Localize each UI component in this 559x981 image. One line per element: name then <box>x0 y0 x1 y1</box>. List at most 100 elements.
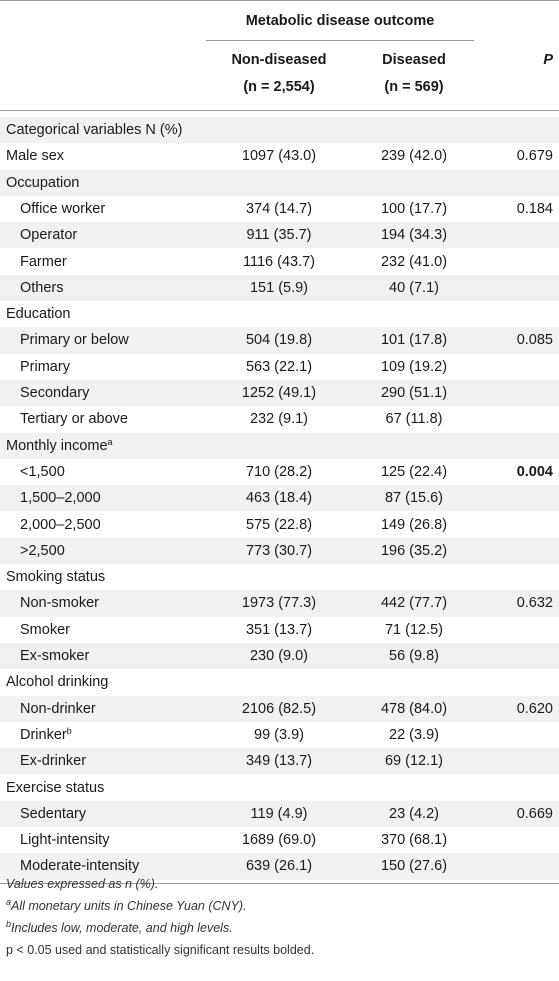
row-label: Non-drinker <box>20 700 96 717</box>
cell-diseased: 196 (35.2) <box>380 542 448 559</box>
cell-diseased: 67 (11.8) <box>385 411 443 428</box>
table-row: Sedentary 119 (4.9) 23 (4.2) 0.669 <box>0 800 559 827</box>
row-label: 2,000–2,500 <box>20 516 101 533</box>
cell-nondiseased: 1973 (77.3) <box>241 595 317 612</box>
cell-nondiseased: 1097 (43.0) <box>241 148 317 165</box>
top-rule <box>0 0 559 1</box>
cell-p-value: 0.184 <box>516 200 553 217</box>
cell-diseased: 101 (17.8) <box>380 332 448 349</box>
cell-nondiseased: 1116 (43.7) <box>242 253 315 270</box>
header-col-diseased: Diseased <box>382 52 446 68</box>
table-row: Office worker 374 (14.7) 100 (17.7) 0.184 <box>0 196 559 222</box>
table-row: Farmer 1116 (43.7) 232 (41.0) <box>0 249 559 275</box>
table-row: 1,500–2,000 463 (18.4) 87 (15.6) <box>0 485 559 512</box>
table-row: Monthly incomea <box>0 432 559 459</box>
row-label: Secondary <box>20 385 90 401</box>
row-label: Exercise status <box>6 779 105 796</box>
cell-p-value: 0.669 <box>516 805 553 822</box>
cell-nondiseased: 504 (19.8) <box>245 332 313 349</box>
group-underline <box>206 40 474 41</box>
cell-diseased: 71 (12.5) <box>384 621 444 638</box>
cell-diseased: 194 (34.3) <box>380 227 448 244</box>
cell-diseased: 239 (42.0) <box>380 148 448 165</box>
table-row: Non-drinker 2106 (82.5) 478 (84.0) 0.620 <box>0 695 559 722</box>
row-label: Farmer <box>20 253 67 270</box>
table-row: Moderate-intensity 639 (26.1) 150 (27.6) <box>0 853 559 880</box>
cell-diseased: 125 (22.4) <box>380 463 448 480</box>
table-row: Ex-smoker 230 (9.0) 56 (9.8) <box>0 643 559 670</box>
table-row: Primary 563 (22.1) 109 (19.2) <box>0 354 559 380</box>
row-label: Moderate-intensity <box>20 858 140 875</box>
cell-nondiseased: 151 (5.9) <box>249 279 309 296</box>
cell-diseased: 23 (4.2) <box>389 805 439 822</box>
table-row: Exercise status <box>0 775 559 801</box>
cell-diseased: 56 (9.8) <box>389 648 439 664</box>
cell-diseased: 100 (17.7) <box>380 200 448 217</box>
row-label: Primary or below <box>20 332 129 349</box>
footnote-b-marker: b <box>6 919 12 929</box>
table-row: Secondary 1252 (49.1) 290 (51.1) <box>0 380 559 407</box>
row-label: Male sex <box>6 148 65 165</box>
table-row: >2,500 773 (30.7) 196 (35.2) <box>0 537 559 564</box>
row-label: Drinkerb <box>20 725 72 743</box>
row-label: >2,500 <box>20 542 65 559</box>
row-label: Occupation <box>6 174 80 191</box>
row-label: Smoking status <box>6 569 106 586</box>
header-col-diseased-n: (n = 569) <box>384 79 444 95</box>
cell-p-value: 0.085 <box>516 332 553 349</box>
row-label: Monthly incomea <box>6 436 113 454</box>
cell-nondiseased: 230 (9.0) <box>249 648 309 664</box>
table-row: Operator 911 (35.7) 194 (34.3) <box>0 222 559 249</box>
footnote-b-text: Includes low, moderate, and high levels. <box>11 921 233 935</box>
footnotes: Values expressed as n (%). aAll monetary… <box>6 873 554 961</box>
footnote-b: bIncludes low, moderate, and high levels… <box>6 917 554 939</box>
table-row: Smoker 351 (13.7) 71 (12.5) <box>0 617 559 643</box>
cell-nondiseased: 351 (13.7) <box>245 621 313 638</box>
table-row: Primary or below 504 (19.8) 101 (17.8) 0.08… <box>0 327 559 354</box>
row-label: Ex-smoker <box>20 648 90 664</box>
table-row: Light-intensity 1689 (69.0) 370 (68.1) <box>0 827 559 853</box>
cell-diseased: 232 (41.0) <box>380 253 448 270</box>
cell-nondiseased: 639 (26.1) <box>245 858 313 875</box>
footnote-a: aAll monetary units in Chinese Yuan (CNY… <box>6 895 554 917</box>
cell-nondiseased: 119 (4.9) <box>250 805 308 822</box>
footnote-values: Values expressed as n (%). <box>6 877 159 891</box>
footnote-p: p < 0.05 used and statistically signific… <box>6 943 315 957</box>
cell-p-value: 0.632 <box>516 595 553 612</box>
cell-nondiseased: 1689 (69.0) <box>241 832 317 849</box>
cell-diseased: 478 (84.0) <box>380 700 448 717</box>
row-label: Education <box>6 306 71 323</box>
table-row: Occupation <box>0 169 559 196</box>
cell-nondiseased: 773 (30.7) <box>245 542 313 559</box>
cell-nondiseased: 463 (18.4) <box>245 490 313 507</box>
row-label: Non-smoker <box>20 595 99 612</box>
cell-p-value: 0.004 <box>516 463 553 480</box>
cell-nondiseased: 349 (13.7) <box>245 753 313 770</box>
cell-diseased: 109 (19.2) <box>380 358 448 375</box>
cell-nondiseased: 911 (35.7) <box>246 227 312 244</box>
cell-diseased: 442 (77.7) <box>380 595 448 612</box>
cell-diseased: 149 (26.8) <box>380 516 448 533</box>
bottom-rule <box>0 882 559 884</box>
row-label: Sedentary <box>20 805 87 822</box>
table-row: <1,500 710 (28.2) 125 (22.4) 0.004 <box>0 459 559 485</box>
cell-diseased: 370 (68.1) <box>380 832 448 849</box>
cell-nondiseased: 232 (9.1) <box>249 411 309 428</box>
header-group-title: Metabolic disease outcome <box>245 13 435 29</box>
cell-diseased: 150 (27.6) <box>380 858 448 875</box>
row-label: Light-intensity <box>20 832 110 849</box>
row-label: Others <box>20 279 64 296</box>
cell-nondiseased: 575 (22.8) <box>245 516 313 533</box>
table-row: Ex-drinker 349 (13.7) 69 (12.1) <box>0 748 559 775</box>
header-rule <box>0 110 559 111</box>
row-label: Alcohol drinking <box>6 674 109 691</box>
cell-nondiseased: 374 (14.7) <box>245 200 313 217</box>
table-row: Education <box>0 301 559 327</box>
row-label: Tertiary or above <box>20 411 128 428</box>
cell-diseased: 87 (15.6) <box>384 490 444 507</box>
table-row: Non-smoker 1973 (77.3) 442 (77.7) 0.632 <box>0 590 559 617</box>
cell-nondiseased: 99 (3.9) <box>254 726 304 743</box>
table-row: Alcohol drinking <box>0 669 559 695</box>
row-label-superscript: a <box>107 436 113 447</box>
row-label: Ex-drinker <box>20 753 87 770</box>
